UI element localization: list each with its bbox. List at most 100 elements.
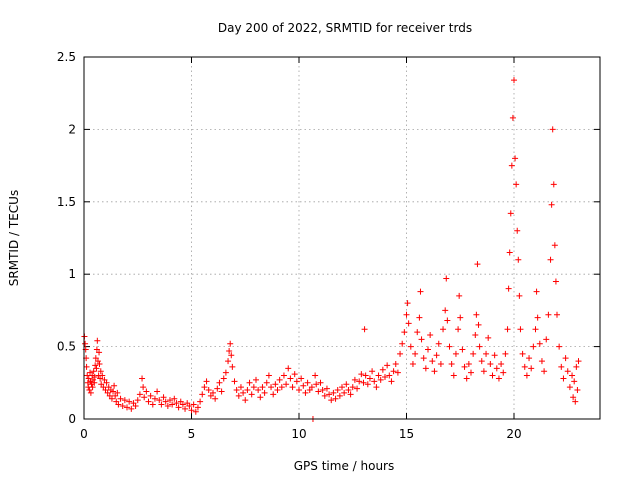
data-point	[92, 362, 99, 369]
data-point	[160, 394, 167, 401]
data-point	[502, 350, 509, 357]
data-point	[132, 402, 139, 409]
data-point	[401, 329, 408, 336]
data-point	[323, 385, 330, 392]
data-point	[90, 368, 97, 375]
data-point	[519, 350, 526, 357]
data-point	[384, 362, 391, 369]
data-point	[339, 384, 345, 391]
data-point	[560, 375, 567, 382]
data-point	[495, 375, 502, 382]
data-point	[375, 372, 382, 379]
data-point	[210, 389, 216, 396]
data-point	[313, 381, 320, 388]
data-point	[345, 387, 352, 394]
data-point	[448, 360, 455, 367]
data-point	[417, 288, 424, 295]
data-point	[442, 307, 449, 314]
data-point	[205, 387, 212, 394]
data-point	[390, 368, 397, 375]
data-point	[86, 387, 93, 394]
data-point	[556, 343, 563, 350]
data-point	[506, 249, 513, 256]
data-point	[399, 340, 406, 347]
data-point	[173, 400, 180, 407]
data-point	[446, 343, 453, 350]
data-point	[250, 384, 257, 391]
axis-ticks: 0 0.5 1 1.5 2 2.5 0 5 10 15 20	[57, 50, 600, 441]
data-point	[473, 311, 480, 318]
data-point	[97, 368, 104, 375]
data-point	[414, 329, 421, 336]
data-point	[162, 398, 169, 405]
data-point	[465, 360, 472, 367]
data-point	[285, 365, 292, 372]
data-point	[533, 288, 540, 295]
data-point	[156, 397, 163, 404]
x-tick-label: 5	[188, 427, 196, 441]
data-point	[483, 350, 490, 357]
x-tick-label: 10	[291, 427, 306, 441]
y-tick-label: 0	[68, 412, 76, 426]
data-point	[128, 405, 135, 412]
data-point	[96, 349, 103, 356]
data-point	[507, 210, 514, 217]
data-point	[379, 366, 386, 373]
data-point	[227, 340, 234, 347]
data-point	[472, 332, 479, 339]
data-point	[349, 384, 356, 391]
data-point	[169, 401, 176, 408]
data-point	[427, 332, 434, 339]
data-point	[167, 397, 173, 404]
data-point	[276, 376, 283, 383]
data-point	[394, 369, 401, 376]
data-point	[475, 321, 482, 328]
data-point	[164, 402, 171, 409]
data-point	[416, 314, 423, 321]
data-point	[362, 372, 369, 379]
data-point	[134, 397, 141, 404]
data-point	[319, 387, 326, 394]
data-point	[511, 77, 517, 84]
data-point	[231, 378, 238, 385]
data-point	[93, 365, 100, 372]
data-point	[361, 326, 368, 333]
data-point	[457, 314, 464, 321]
data-point	[543, 336, 550, 343]
data-point	[278, 384, 285, 391]
data-point	[369, 368, 376, 375]
data-point	[574, 387, 581, 394]
data-point	[126, 398, 133, 405]
data-point	[514, 227, 521, 234]
data-point	[293, 378, 300, 385]
data-point	[274, 387, 281, 394]
data-point	[114, 389, 121, 396]
data-point	[550, 181, 557, 188]
data-point	[280, 372, 287, 379]
data-point	[194, 404, 201, 411]
data-point	[487, 360, 494, 367]
data-point	[91, 379, 98, 386]
data-point	[317, 379, 324, 386]
data-point	[272, 381, 279, 388]
data-point	[197, 398, 204, 405]
data-point	[433, 352, 440, 359]
data-point	[115, 401, 122, 408]
data-point	[143, 388, 150, 395]
data-point	[226, 347, 233, 354]
data-point	[459, 346, 466, 353]
data-point	[304, 379, 311, 386]
data-point	[246, 379, 253, 386]
data-point	[188, 407, 195, 414]
data-point	[397, 350, 404, 357]
data-point	[253, 376, 259, 383]
data-point	[489, 372, 496, 379]
data-point	[407, 343, 414, 350]
data-point	[388, 378, 395, 385]
data-point	[440, 326, 447, 333]
data-point	[147, 392, 154, 399]
data-point	[455, 326, 462, 333]
y-axis-label: SRMTID / TECUs	[7, 190, 21, 286]
data-point	[463, 375, 470, 382]
